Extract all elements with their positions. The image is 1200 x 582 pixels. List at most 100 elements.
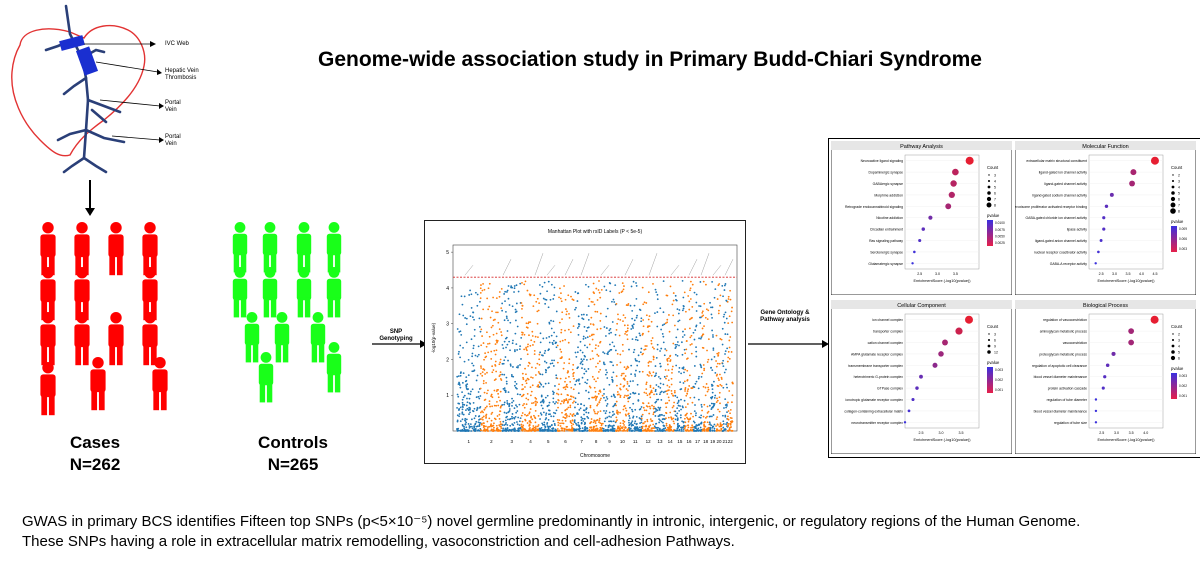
count-legend-label: 8 xyxy=(994,203,996,207)
enrichment-dot xyxy=(1105,363,1110,368)
snp-point xyxy=(599,410,602,413)
snp-point xyxy=(482,382,485,385)
snp-point xyxy=(471,370,474,373)
snp-point xyxy=(584,283,587,286)
term-label: GABAergic synapse xyxy=(873,182,903,186)
snp-point xyxy=(595,287,598,290)
snp-point xyxy=(481,418,484,421)
snp-point xyxy=(728,428,731,431)
snp-point xyxy=(593,378,596,381)
snp-point xyxy=(476,293,479,296)
snp-point xyxy=(728,315,731,318)
snp-point xyxy=(623,324,626,327)
count-legend-dot xyxy=(1172,174,1174,176)
person-figure xyxy=(326,342,342,393)
snp-point xyxy=(686,416,688,419)
snp-point xyxy=(550,283,553,286)
snp-point xyxy=(668,399,671,402)
snp-point xyxy=(618,334,621,337)
x-tick-label: 3.5 xyxy=(1126,272,1131,276)
pvalue-legend-title: pvalue xyxy=(987,360,1000,365)
snp-point xyxy=(559,402,562,405)
snp-point xyxy=(517,416,520,419)
snp-point xyxy=(551,362,554,365)
snp-point xyxy=(589,426,592,429)
snp-point xyxy=(558,383,560,386)
snp-point xyxy=(501,404,504,406)
snp-point xyxy=(640,406,643,408)
gene-ontology-label: Gene Ontology & Pathway analysis xyxy=(760,310,810,323)
snp-point xyxy=(610,429,612,431)
snp-point xyxy=(604,412,607,415)
snp-point xyxy=(642,325,645,328)
enrichment-dot xyxy=(1094,409,1098,413)
snp-point xyxy=(637,393,640,395)
snp-point xyxy=(721,414,724,417)
snp-point xyxy=(614,333,617,336)
snp-point xyxy=(631,420,634,423)
snp-point xyxy=(684,414,687,417)
snp-point xyxy=(574,351,577,354)
snp-point xyxy=(564,409,567,412)
snp-point xyxy=(467,358,470,361)
chromosome-tick-label: 10 xyxy=(620,439,626,444)
person-figure xyxy=(326,222,342,273)
snp-point xyxy=(587,391,590,394)
snp-point xyxy=(601,394,604,397)
snp-point xyxy=(617,413,619,415)
person-figure xyxy=(108,312,124,366)
snp-point xyxy=(516,349,519,351)
snp-point xyxy=(550,334,553,337)
snp-point xyxy=(729,336,732,338)
snp-point xyxy=(691,401,694,404)
snp-point xyxy=(503,340,506,343)
snp-point xyxy=(645,381,648,384)
snp-point xyxy=(571,427,574,430)
snp-point xyxy=(603,352,606,355)
snp-point xyxy=(624,394,626,397)
snp-point xyxy=(713,427,716,430)
snp-point xyxy=(529,427,531,429)
snp-point xyxy=(521,412,524,414)
enrichment-dot xyxy=(919,374,923,379)
snp-point xyxy=(677,399,680,402)
snp-point xyxy=(713,396,716,399)
vein-branches xyxy=(44,4,126,174)
snp-point xyxy=(703,421,705,424)
snp-point xyxy=(652,358,655,361)
snp-point xyxy=(547,428,549,431)
pvalue-legend-title: pvalue xyxy=(1171,366,1184,371)
snp-point xyxy=(724,311,727,314)
snp-point xyxy=(635,429,637,432)
snp-point xyxy=(465,376,468,379)
snp-point xyxy=(457,353,460,355)
snp-point xyxy=(673,401,676,404)
enrichment-dot xyxy=(907,409,911,413)
snp-point xyxy=(628,348,630,351)
snp-point xyxy=(665,428,668,431)
manhattan-panel: Manhattan Plot with rsID Labels (P < 5e-… xyxy=(424,220,746,464)
snp-point xyxy=(564,417,567,420)
snp-point xyxy=(650,339,653,342)
snp-point xyxy=(516,410,519,412)
snp-point xyxy=(634,420,637,423)
snp-point xyxy=(549,362,552,365)
snp-point xyxy=(505,412,508,415)
snp-point xyxy=(584,421,586,424)
term-label: ligand-gated channel activity xyxy=(1044,182,1087,186)
chromosome-tick-label: 3 xyxy=(511,439,514,444)
snp-point xyxy=(689,396,692,399)
snp-point xyxy=(467,388,469,390)
snp-point xyxy=(582,313,585,316)
snp-point xyxy=(503,389,506,392)
snp-point xyxy=(574,308,576,311)
enrichment-dot xyxy=(1101,386,1105,390)
snp-point xyxy=(652,413,655,416)
snp-point xyxy=(475,396,478,399)
snp-point xyxy=(608,420,610,423)
snp-point xyxy=(682,421,685,424)
snp-point xyxy=(577,392,580,394)
snp-point xyxy=(569,404,572,407)
